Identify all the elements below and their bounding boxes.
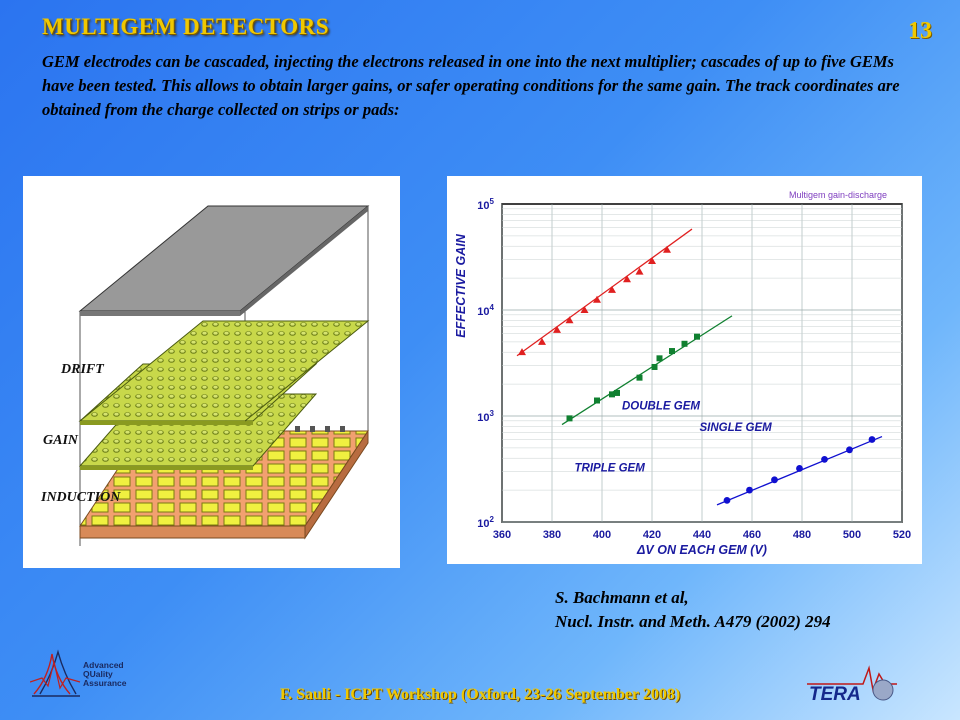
data-point (614, 389, 620, 396)
data-point (681, 340, 688, 347)
y-tick-labels: 102 103 104 105 (477, 197, 494, 530)
data-point (846, 446, 853, 454)
data-point (746, 486, 753, 494)
drift-label: DRIFT (60, 362, 105, 377)
data-point (593, 295, 601, 303)
x-tick-label: 420 (643, 529, 661, 541)
y-tick-label: 102 (477, 515, 494, 530)
x-tick-label: 360 (493, 529, 511, 541)
data-point (608, 285, 616, 293)
data-point (648, 256, 656, 264)
gain-chart: 360 380 400 420 440 460 480 500 520 102 103 104 105… (454, 190, 911, 557)
data-point (609, 391, 615, 398)
data-point (651, 363, 658, 370)
page-number: 13 (908, 18, 932, 44)
data-point (538, 337, 546, 345)
data-point (821, 455, 828, 463)
data-point (868, 436, 876, 443)
fit-line (561, 315, 733, 426)
multigem-diagram: DRIFT GAIN INDUCTION (40, 205, 370, 546)
aqa-logo: Advanced QUality Assurance (29, 648, 140, 706)
y-tick-label: 105 (477, 197, 494, 212)
x-tick-label: 380 (543, 529, 561, 541)
data-point (623, 275, 631, 283)
aqa-line-3: Assurance (83, 678, 127, 688)
data-point (656, 355, 663, 362)
series-label: DOUBLE GEM (622, 401, 700, 413)
x-tick-labels: 360 380 400 420 440 460 480 500 520 (493, 529, 911, 541)
tera-logo-graphic: TERA (807, 665, 897, 705)
reference-journal: Nucl. Instr. and Meth. A479 (2002) 294 (555, 612, 831, 631)
y-axis-label: EFFECTIVE GAIN (454, 233, 468, 337)
data-point (796, 465, 803, 472)
multigem-diagram-panel: DRIFT GAIN INDUCTION (23, 176, 400, 568)
gain-chart-panel: 360 380 400 420 440 460 480 500 520 102 103 104 105… (447, 176, 922, 564)
data-point (518, 348, 526, 356)
reference: S. Bachmann et al, Nucl. Instr. and Meth… (555, 586, 831, 634)
data-point (771, 476, 778, 484)
footer-text: F. Sauli - ICPT Workshop (Oxford, 23-26 … (279, 686, 681, 703)
gain-label: GAIN (43, 433, 79, 448)
gem-foil-1 (78, 320, 370, 425)
x-tick-label: 460 (743, 529, 761, 541)
data-point (553, 325, 561, 333)
data-point (565, 316, 574, 324)
data-point (636, 374, 643, 381)
x-tick-label: 500 (843, 529, 861, 541)
data-point (635, 267, 644, 275)
intro-text: GEM electrodes can be cascaded, injectin… (42, 52, 900, 119)
series-label: TRIPLE GEM (575, 462, 646, 474)
data-point (566, 415, 573, 422)
data-point (594, 397, 600, 404)
fit-line (516, 228, 693, 357)
data-point (663, 245, 671, 253)
drift-electrode (78, 205, 370, 316)
induction-label: INDUCTION (40, 490, 121, 505)
aqa-logo-graphic: Advanced QUality Assurance (29, 649, 127, 697)
tera-text: TERA (809, 684, 861, 705)
data-point (694, 333, 700, 340)
data-point (669, 348, 675, 355)
y-tick-label: 103 (477, 409, 494, 424)
reference-authors: S. Bachmann et al, (555, 588, 689, 607)
chart-title: Multigem gain-discharge (789, 190, 887, 200)
series-label: SINGLE GEM (700, 422, 773, 434)
y-tick-label: 104 (477, 303, 494, 318)
x-tick-label: 400 (593, 529, 611, 541)
data-point (580, 306, 589, 313)
aqa-line-2: QUality (83, 669, 113, 679)
x-axis-label: ΔV ON EACH GEM (V) (636, 543, 767, 557)
data-points (518, 245, 876, 504)
tera-logo: TERA (805, 660, 900, 706)
data-point (723, 496, 731, 504)
x-tick-label: 480 (793, 529, 811, 541)
slide-title: MULTIGEM DETECTORS (42, 14, 329, 39)
aqa-line-1: Advanced (83, 660, 124, 670)
x-tick-label: 440 (693, 529, 711, 541)
x-tick-label: 520 (893, 529, 911, 541)
